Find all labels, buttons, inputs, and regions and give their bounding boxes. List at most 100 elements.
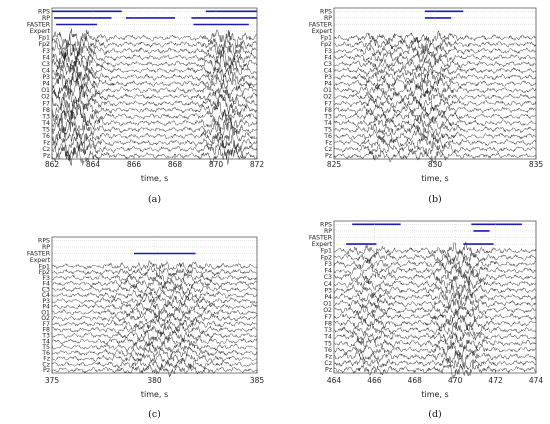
x-tick-label: 870	[209, 160, 224, 169]
eeg-trace	[51, 140, 258, 161]
annotation-row-label: RP	[42, 244, 50, 251]
eeg-panel-2: RPSRPFASTERExpertFp1Fp2F3F4C3C4P3P4O1O2F…	[309, 7, 543, 205]
channel-label: T3	[323, 113, 332, 120]
channel-label: Fp1	[39, 263, 50, 270]
channel-label: Cz	[324, 146, 332, 153]
channel-label: F8	[43, 107, 51, 114]
channel-label: T4	[323, 334, 332, 341]
channel-label: F4	[325, 268, 333, 275]
channel-label: Pz	[43, 367, 50, 374]
eeg-trace	[333, 321, 537, 338]
eeg-trace	[333, 301, 537, 317]
channel-label: T5	[41, 344, 50, 351]
eeg-panel-1: RPSRPFASTERExpertFp1Fp2F3F4C3C4P3P4O1O2F…	[27, 7, 264, 205]
x-tick-label: 864	[86, 160, 101, 169]
annotation-row-label: RP	[42, 15, 50, 22]
channel-label: F7	[43, 321, 51, 328]
eeg-trace	[333, 61, 537, 77]
eeg-trace	[333, 276, 537, 293]
channel-label: Pz	[325, 153, 332, 160]
channel-label: O2	[323, 94, 332, 101]
eeg-trace	[51, 260, 258, 272]
eeg-trace	[333, 362, 537, 379]
eeg-trace	[333, 330, 537, 344]
channel-label: F3	[43, 48, 51, 55]
channel-label: P3	[324, 74, 332, 81]
eeg-trace	[333, 283, 537, 299]
eeg-trace	[333, 147, 537, 164]
eeg-trace	[51, 318, 258, 332]
channel-label: T4	[41, 338, 50, 345]
annotation-row-label: Expert	[312, 241, 333, 248]
panel-caption: (b)	[428, 194, 442, 205]
eeg-trace	[51, 68, 258, 88]
plot-frame	[51, 7, 258, 160]
channel-label: C3	[42, 61, 50, 68]
annotation-row-label: FASTER	[309, 22, 333, 29]
channel-label: Fp2	[39, 41, 50, 48]
channel-label: F8	[325, 320, 333, 327]
channel-label: C3	[324, 274, 332, 281]
channel-label: F4	[43, 54, 51, 61]
annotation-row-label: FASTER	[27, 22, 51, 29]
channel-label: F4	[325, 54, 333, 61]
channel-label: F3	[43, 275, 51, 282]
channel-label: T3	[41, 113, 50, 120]
annotation-row-label: RPS	[320, 8, 332, 15]
annotation-row-label: Expert	[30, 28, 51, 35]
eeg-panel-4: RPSRPFASTERExpertFp1Fp2F3F4C3C4P3P4O1O2F…	[309, 220, 544, 420]
channel-label: F7	[325, 314, 333, 321]
annotation-row-label: RP	[324, 228, 332, 235]
eeg-trace	[333, 114, 537, 130]
channel-label: O1	[323, 87, 332, 94]
x-tick-label: 466	[367, 376, 382, 385]
channel-label: P3	[42, 74, 50, 81]
annotation-row-label: RP	[324, 15, 332, 22]
eeg-trace	[51, 41, 258, 64]
channel-label: F8	[43, 327, 51, 334]
channel-label: Cz	[42, 146, 50, 153]
eeg-trace	[333, 356, 537, 371]
eeg-trace	[51, 271, 258, 285]
panel-caption: (a)	[148, 194, 161, 205]
eeg-trace	[333, 249, 537, 265]
eeg-trace	[333, 334, 537, 351]
x-tick-label: 474	[529, 376, 544, 385]
eeg-trace	[333, 315, 537, 331]
channel-label: F7	[43, 100, 51, 107]
channel-label: Fp1	[39, 35, 50, 42]
x-tick-label: 375	[45, 376, 60, 385]
channel-label: C3	[324, 61, 332, 68]
eeg-trace	[51, 146, 258, 166]
eeg-trace	[51, 117, 258, 140]
channel-label: Fz	[325, 353, 332, 360]
eeg-panel-3: RPSRPFASTERExpertFp1Fp2F3F4C3C4P3P4O1O2F…	[27, 236, 264, 420]
channel-label: Pz	[325, 367, 332, 374]
eeg-trace	[51, 265, 258, 278]
channel-label: P4	[324, 81, 332, 88]
eeg-trace	[51, 79, 258, 100]
annotation-row-label: RPS	[38, 237, 50, 244]
eeg-trace	[51, 61, 258, 81]
channel-label: C4	[42, 67, 50, 74]
annotation-row-label: FASTER	[27, 251, 51, 258]
annotation-row-label: FASTER	[309, 235, 333, 242]
channel-label: P4	[42, 304, 50, 311]
channel-label: T6	[41, 133, 50, 140]
eeg-trace	[51, 103, 258, 126]
eeg-trace	[51, 46, 258, 70]
eeg-trace	[51, 28, 258, 49]
channel-label: Pz	[43, 153, 50, 160]
channel-label: Fp2	[39, 269, 50, 276]
x-tick-label: 468	[408, 376, 423, 385]
eeg-trace	[51, 289, 258, 303]
x-tick-label: 866	[127, 160, 142, 169]
channel-label: T4	[41, 120, 50, 127]
channel-label: T6	[41, 350, 50, 357]
plot-frame	[51, 236, 258, 374]
channel-label: F3	[325, 261, 333, 268]
x-tick-label: 862	[45, 160, 60, 169]
eeg-trace	[51, 92, 258, 117]
eeg-trace	[51, 111, 258, 132]
channel-label: T3	[323, 327, 332, 334]
